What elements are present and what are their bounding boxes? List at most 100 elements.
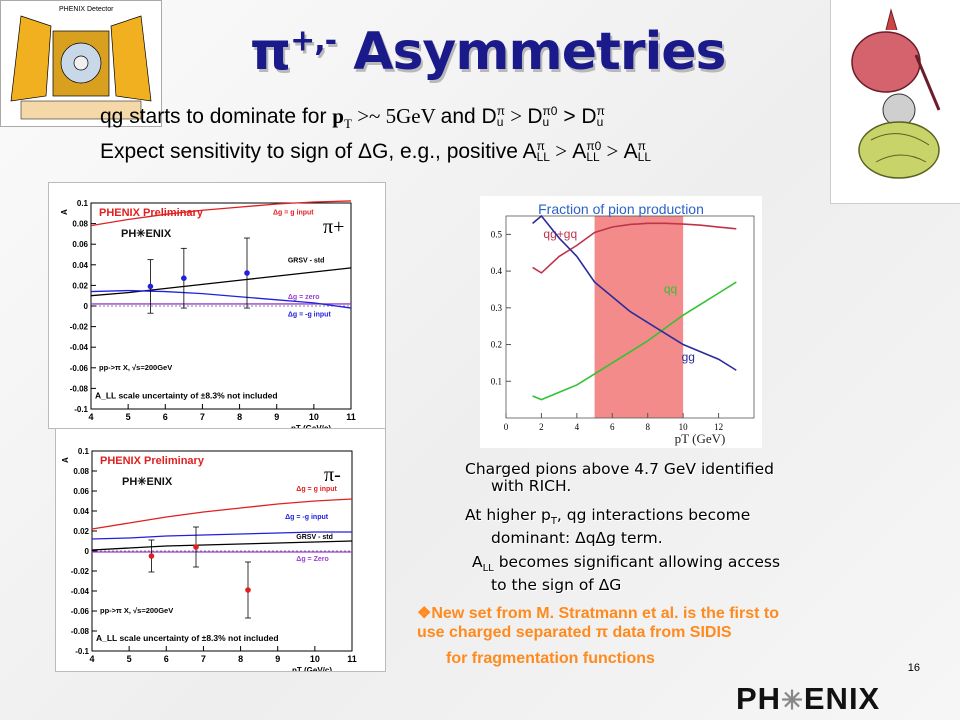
x-tick-label: 8 — [238, 654, 243, 664]
y-tick-label: -0.04 — [71, 587, 90, 596]
y-tick-label: 0.4 — [491, 266, 503, 276]
y-tick-label: -0.06 — [70, 364, 89, 373]
pi-minus-asymmetry-plot: 0.1 0.08 0.06 0.04 0.02 0 -0.02 -0.04 -0.06 -0.08… — [55, 428, 386, 675]
curve-label-3: Δg = -g input — [288, 311, 332, 318]
y-tick-label: 0.1 — [491, 376, 502, 386]
x-tick-label: 10 — [310, 654, 320, 664]
curve-0 — [91, 498, 353, 530]
y-tick-label: 0.02 — [72, 281, 88, 290]
data-point — [244, 270, 250, 276]
x-tick-label: 6 — [163, 412, 168, 422]
dominance-line: qg starts to dominate for pT >~ 5GeV and… — [100, 104, 605, 132]
x-tick-label: 11 — [346, 412, 356, 422]
data-point — [148, 553, 155, 559]
data-point — [245, 587, 251, 593]
detector-diagram: PHENIX Detector — [10, 6, 152, 120]
y-tick-label: 0.5 — [491, 229, 503, 239]
curve-label-1: Δg = -g input — [285, 514, 329, 521]
title-pi: π — [250, 22, 291, 82]
curve-3 — [90, 289, 352, 309]
detector-label: PHENIX Detector — [59, 6, 114, 13]
y-tick-label: -0.1 — [74, 405, 88, 414]
curve-label-0: Δg = g input — [273, 209, 314, 216]
series-line-gg — [532, 214, 737, 371]
detector-thumbnail: PHENIX Detector — [0, 0, 162, 127]
pion-fraction-plot: Fraction of pion production 0 2 4 6 8 10 12 0.1 0… — [480, 196, 762, 448]
x-tick-label: 11 — [347, 654, 357, 664]
star-icon: ✳ — [781, 685, 804, 715]
chart-header: PHENIX Preliminary — [100, 455, 205, 467]
x-tick-label: 12 — [714, 422, 723, 432]
spinning-top-illustration — [830, 0, 960, 204]
curve-label-3: Δg = Zero — [296, 556, 328, 563]
x-tick-label: 7 — [201, 654, 206, 664]
y-tick-label: -0.02 — [70, 323, 89, 332]
diamond-bullet-icon: ❖ — [417, 605, 432, 622]
y-tick-label: -0.02 — [71, 567, 90, 576]
x-tick-label: 4 — [88, 412, 93, 422]
phenix-plot-logo: PH✳ENIX — [122, 476, 173, 488]
x-tick-label: 9 — [275, 654, 280, 664]
panel-label: π+ — [323, 216, 344, 238]
y-tick-label: -0.08 — [70, 384, 89, 393]
curve-label-2: GRSV - std — [296, 534, 333, 541]
x-tick-label: 7 — [200, 412, 205, 422]
y-tick-label: -0.1 — [75, 647, 89, 656]
curve-label-0: Δg = g input — [296, 486, 337, 493]
page-number: 16 — [907, 662, 920, 674]
x-tick-label: 2 — [539, 422, 544, 432]
data-point — [181, 275, 187, 281]
series-line-qg+gq — [532, 222, 737, 274]
x-tick-label: 0 — [504, 422, 509, 432]
panel-label: π- — [324, 464, 341, 486]
pi-minus-plot-svg: 0.1 0.08 0.06 0.04 0.02 0 -0.02 -0.04 -0.06 -0.08… — [61, 447, 357, 675]
x-tick-label: 4 — [89, 654, 94, 664]
phenix-plot-logo: PH✳ENIX — [121, 228, 172, 240]
series-label-qq: qq — [664, 282, 677, 296]
y-tick-label: 0.02 — [73, 527, 89, 536]
pi-plus-asymmetry-plot: 0.1 0.08 0.06 0.04 0.02 0 -0.02 -0.04 -0.06 -0.08… — [48, 182, 386, 433]
y-tick-label: 0.3 — [491, 303, 503, 313]
series-line-qq — [532, 281, 737, 401]
y-axis-label: A — [60, 209, 69, 215]
x-tick-label: 4 — [575, 422, 580, 432]
y-tick-label: -0.04 — [70, 343, 89, 352]
x-tick-label: 8 — [237, 412, 242, 422]
pi-plus-plot-svg: 0.1 0.08 0.06 0.04 0.02 0 -0.02 -0.04 -0.06 -0.08… — [60, 199, 356, 433]
x-tick-label: 10 — [309, 412, 319, 422]
chart-title: Fraction of pion production — [538, 201, 704, 217]
x-axis-label: pT (GeV/c) — [292, 666, 332, 671]
y-tick-label: -0.08 — [71, 627, 90, 636]
curve-label-1: GRSV - std — [288, 258, 325, 265]
x-axis-label: pT (GeV) — [675, 431, 726, 446]
y-tick-label: 0.04 — [73, 507, 89, 516]
curve-2 — [91, 540, 353, 551]
sensitivity-line: Expect sensitivity to sign of ΔG, e.g., … — [100, 139, 651, 165]
phenix-logo: PH✳ENIX — [736, 681, 881, 716]
y-tick-label: 0.1 — [77, 199, 89, 208]
series-label-qg+gq: qg+gq — [543, 227, 577, 241]
x-tick-label: 8 — [645, 422, 650, 432]
y-tick-label: -0.06 — [71, 607, 90, 616]
process-label: pp->π X, √s=200GeV — [99, 363, 172, 372]
y-tick-label: 0.08 — [72, 220, 88, 229]
curve-label-2: Δg = zero — [288, 294, 320, 301]
process-label: pp->π X, √s=200GeV — [100, 606, 173, 615]
plot-frame — [505, 215, 755, 419]
data-point — [147, 283, 154, 290]
curve-0 — [90, 200, 352, 227]
chart-header: PHENIX Preliminary — [99, 207, 204, 219]
y-tick-label: 0 — [85, 547, 90, 556]
x-tick-label: 5 — [127, 654, 132, 664]
scale-note: A_LL scale uncertainty of ±8.3% not incl… — [95, 391, 278, 401]
x-tick-label: 9 — [274, 412, 279, 422]
x-tick-label: 6 — [164, 654, 169, 664]
y-tick-label: 0 — [84, 302, 89, 311]
stratmann-highlight: ❖New set from M. Stratmann et al. is the… — [417, 605, 779, 667]
y-axis-label: A — [61, 457, 70, 463]
y-tick-label: 0.1 — [78, 447, 90, 456]
title-charges: +,- — [290, 23, 337, 59]
y-tick-label: 0.04 — [72, 261, 88, 270]
data-point — [193, 544, 199, 550]
note-rich: Charged pions above 4.7 GeV identified wi… — [465, 460, 774, 495]
